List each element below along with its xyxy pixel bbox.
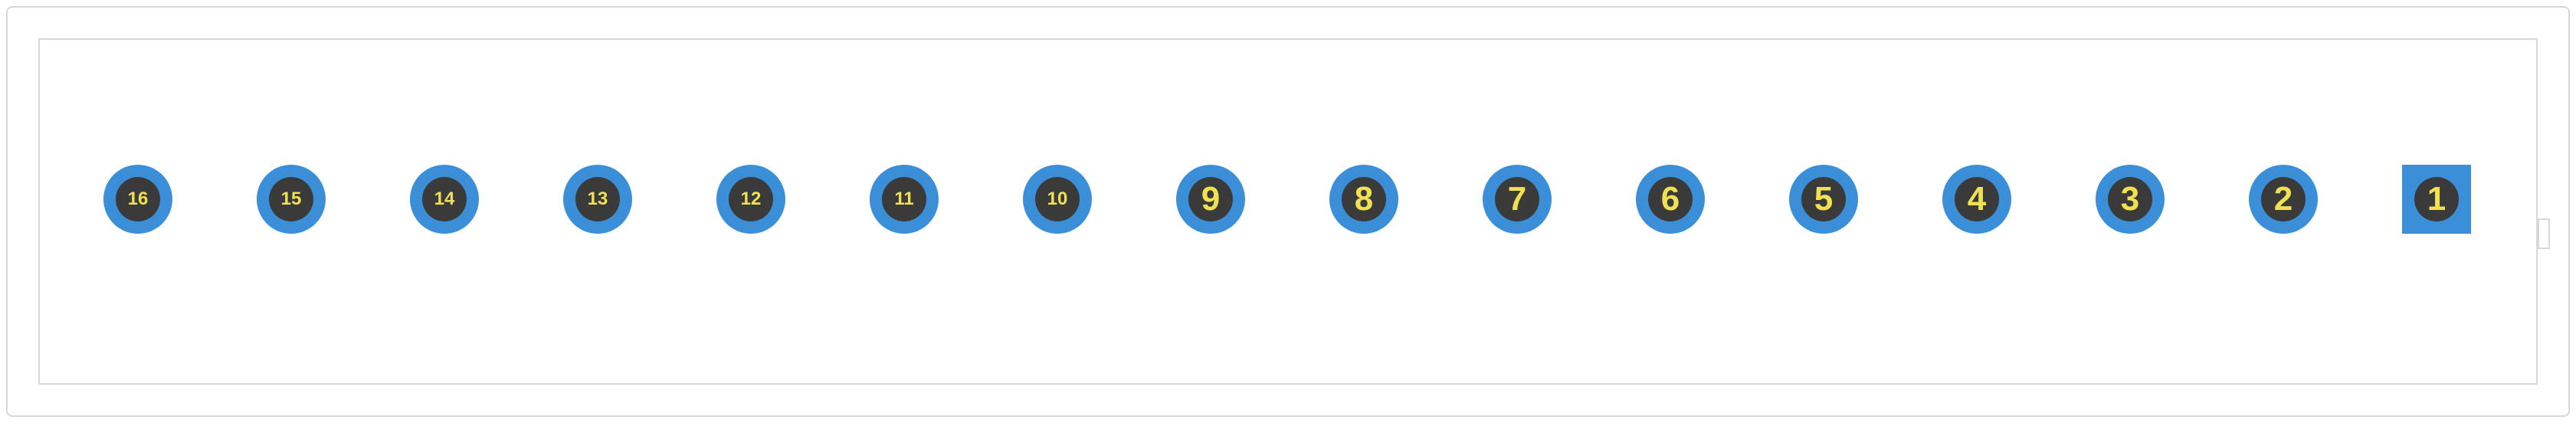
pin-label: 1 (2427, 180, 2446, 218)
pin-label: 16 (128, 189, 149, 210)
pin-label: 2 (2274, 180, 2293, 218)
pin-7: 7 (1483, 165, 1552, 234)
pin-label: 13 (588, 189, 608, 210)
pin-label: 5 (1814, 180, 1833, 218)
pin-label: 8 (1355, 180, 1373, 218)
pin-1: 1 (2402, 165, 2471, 234)
pin-label: 15 (281, 189, 302, 210)
pin-6: 6 (1636, 165, 1705, 234)
pin-16: 16 (103, 165, 172, 234)
pin-label: 4 (1968, 180, 1986, 218)
pin-label: 10 (1047, 189, 1068, 210)
pin-14: 14 (410, 165, 479, 234)
pin-12: 12 (716, 165, 785, 234)
pin-5: 5 (1789, 165, 1858, 234)
pin-label: 11 (894, 189, 913, 210)
pin-label: 7 (1508, 180, 1526, 218)
notch (2538, 218, 2550, 249)
pin-4: 4 (1942, 165, 2011, 234)
pin-11: 11 (870, 165, 939, 234)
pin-label: 12 (741, 189, 762, 210)
pin-label: 3 (2121, 180, 2139, 218)
pin-8: 8 (1329, 165, 1398, 234)
pin-13: 13 (563, 165, 632, 234)
pin-label: 14 (434, 189, 455, 210)
pin-2: 2 (2249, 165, 2318, 234)
pin-label: 6 (1661, 180, 1680, 218)
pin-3: 3 (2096, 165, 2165, 234)
pin-9: 9 (1176, 165, 1245, 234)
pin-15: 15 (257, 165, 326, 234)
pin-10: 10 (1023, 165, 1092, 234)
pin-label: 9 (1201, 180, 1220, 218)
